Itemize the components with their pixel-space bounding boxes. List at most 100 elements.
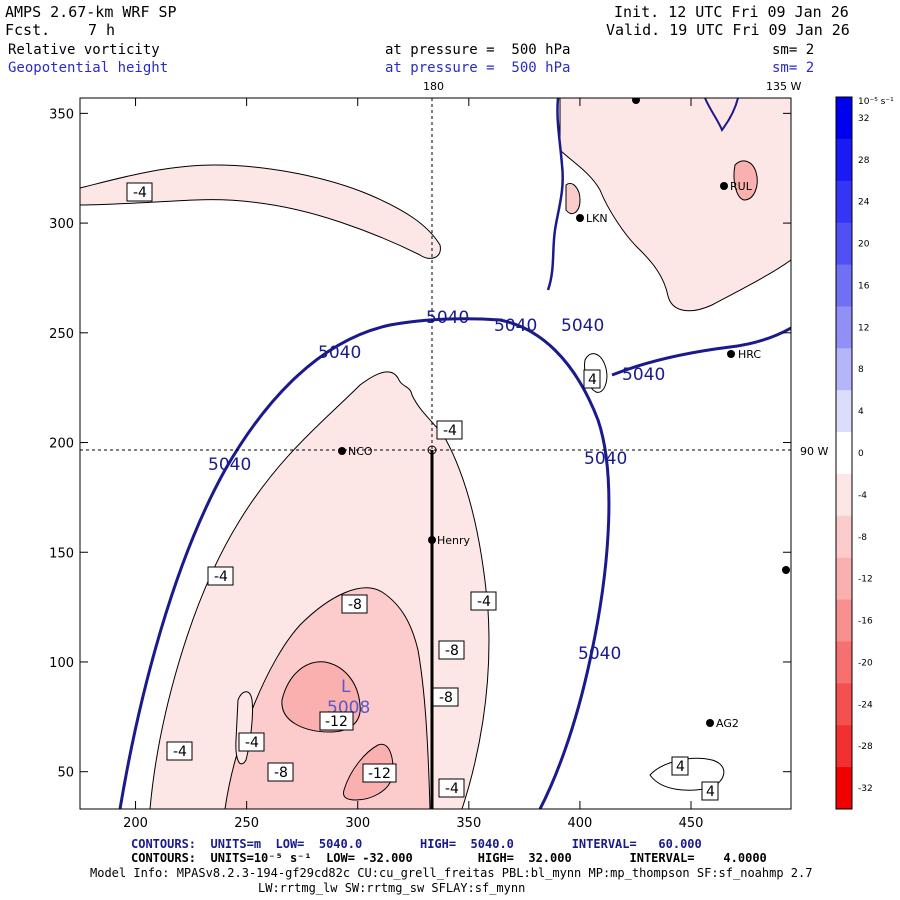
y-tick-label: 50 [57,766,74,781]
vort-label-box: -12 [319,711,354,731]
colorbar-tick-label: -32 [858,784,873,794]
vorticity-contour-labels: -4 -4 -4 -4 -4 -4 -4 -8 -8 -8 -8 -12 -12… [126,182,719,801]
x-tick-label: 200 [123,816,148,831]
height-label: 5040 [584,449,627,469]
vort-label-box: -8 [341,594,368,614]
colorbar-swatch [836,138,852,182]
height-label: 5040 [426,308,469,328]
height-label: 5040 [318,343,361,363]
station-dot-henry [428,536,436,544]
station-dot-ag2 [706,719,714,727]
svg-text:4: 4 [676,759,685,775]
svg-text:-8: -8 [274,765,288,781]
vort-label-box: -4 [166,741,193,761]
x-tick-label: 250 [234,816,259,831]
station-label-lkn: LKN [586,212,608,225]
colorbar-tick-label: 4 [858,407,864,417]
meridian-180-label: 180 [423,80,444,93]
colorbar-tick-label: 0 [858,449,864,459]
svg-text:-4: -4 [173,744,187,760]
colorbar-swatch [836,683,852,726]
y-tick-label: 150 [49,546,74,561]
footer-height-contours: CONTOURS: UNITS=m LOW= 5040.0 HIGH= 5040… [131,837,702,851]
height-label: 5040 [494,316,537,336]
pole-marker [427,445,437,455]
forecast-label: Fcst. [5,21,51,39]
vort-label-box: -4 [470,591,497,611]
colorbar-tick-label: -12 [858,575,873,585]
height-contour-5040-b [611,326,791,377]
station-dot-lkn [576,214,584,222]
svg-text:4: 4 [706,784,715,800]
footer-vorticity-contours: CONTOURS: UNITS=10⁻⁵ s⁻¹ LOW= -32.000 HI… [131,851,767,865]
field1-name: Relative vorticity [8,42,160,58]
colorbar-tick-label: -4 [858,491,867,501]
colorbar-tick-label: -16 [858,617,873,627]
vorticity-fill-ne3 [565,183,581,215]
colorbar-swatch [836,222,852,266]
colorbar-swatch [836,390,852,433]
field2-level: at pressure = 500 hPa [385,60,571,76]
plot-frame [79,97,792,810]
valid-time: Valid. 19 UTC Fri 09 Jan 26 [606,21,850,39]
station-dot-nco [338,447,346,455]
svg-text:-4: -4 [477,594,491,610]
svg-text:-12: -12 [368,766,391,782]
station-dot-rul [720,182,728,190]
footer-model-info: Model Info: MPASv8.2.3-194-gf29cd82c CU:… [90,866,813,880]
colorbar-swatch [836,473,852,517]
footer-model-info-2: LW:rrtmg_lw SW:rrtmg_sw SFLAY:sf_mynn [258,881,526,895]
height-label: 5040 [208,455,251,475]
colorbar-swatch [836,348,852,391]
station-dot-edge [782,566,790,574]
vort-label-box: -8 [432,687,459,707]
field1-level: at pressure = 500 hPa [385,42,571,58]
colorbar-swatch [836,767,852,810]
field2-smoothing: sm= 2 [772,60,815,76]
colorbar-tick-label: 28 [858,156,870,166]
svg-text:-12: -12 [325,714,348,730]
height-contour-5040-a [118,317,611,809]
svg-text:-8: -8 [348,597,362,613]
station-label-ag2: AG2 [716,717,739,730]
vort-label-box: -8 [438,640,465,660]
colorbar: 32 28 24 20 16 12 8 4 0 -4 -8 -12 -16 -20 -24 -28 -32 [835,96,873,810]
svg-text:-4: -4 [445,781,459,797]
svg-text:-4: -4 [214,569,228,585]
vorticity-fill-ne [559,98,791,312]
meridian-90w-label: 90 W [800,445,828,458]
svg-text:-8: -8 [439,690,453,706]
height-contour-5040-c [546,98,564,291]
vort-label-box: -4 [207,566,234,586]
y-tick-label: 100 [49,656,74,671]
colorbar-swatch [836,306,852,349]
colorbar-tick-label: 12 [858,323,869,333]
init-time: Init. 12 UTC Fri 09 Jan 26 [614,3,849,21]
y-axis: 50 100 150 200 250 300 350 [49,107,791,781]
vort-label-box: -8 [267,762,294,782]
svg-text:4: 4 [588,372,597,388]
station-label-rul: RUL [730,180,753,193]
colorbar-tick-label: 16 [858,281,870,291]
colorbar-swatch [836,432,852,475]
vort-label-box: 4 [583,369,601,389]
y-tick-label: 350 [49,107,74,122]
colorbar-tick-label: 24 [858,198,870,208]
forecast-hour: 7 h [88,21,116,39]
colorbar-tick-label: -20 [858,658,873,668]
colorbar-tick-label: 8 [858,365,864,375]
colorbar-swatch [836,515,852,559]
colorbar-tick-label: -24 [858,700,873,710]
height-label: 5040 [578,644,621,664]
low-center-letter: L [341,677,351,697]
y-tick-label: 300 [49,217,74,232]
x-tick-label: 300 [345,816,370,831]
colorbar-swatch [836,97,852,140]
x-axis: 200 250 300 350 400 450 [123,98,703,831]
vort-label-box: -4 [436,420,463,440]
y-tick-label: 250 [49,327,74,342]
colorbar-swatch [836,264,852,307]
colorbar-unit-label: 10⁻⁵ s⁻¹ [858,97,894,107]
colorbar-tick-label: -28 [858,742,873,752]
